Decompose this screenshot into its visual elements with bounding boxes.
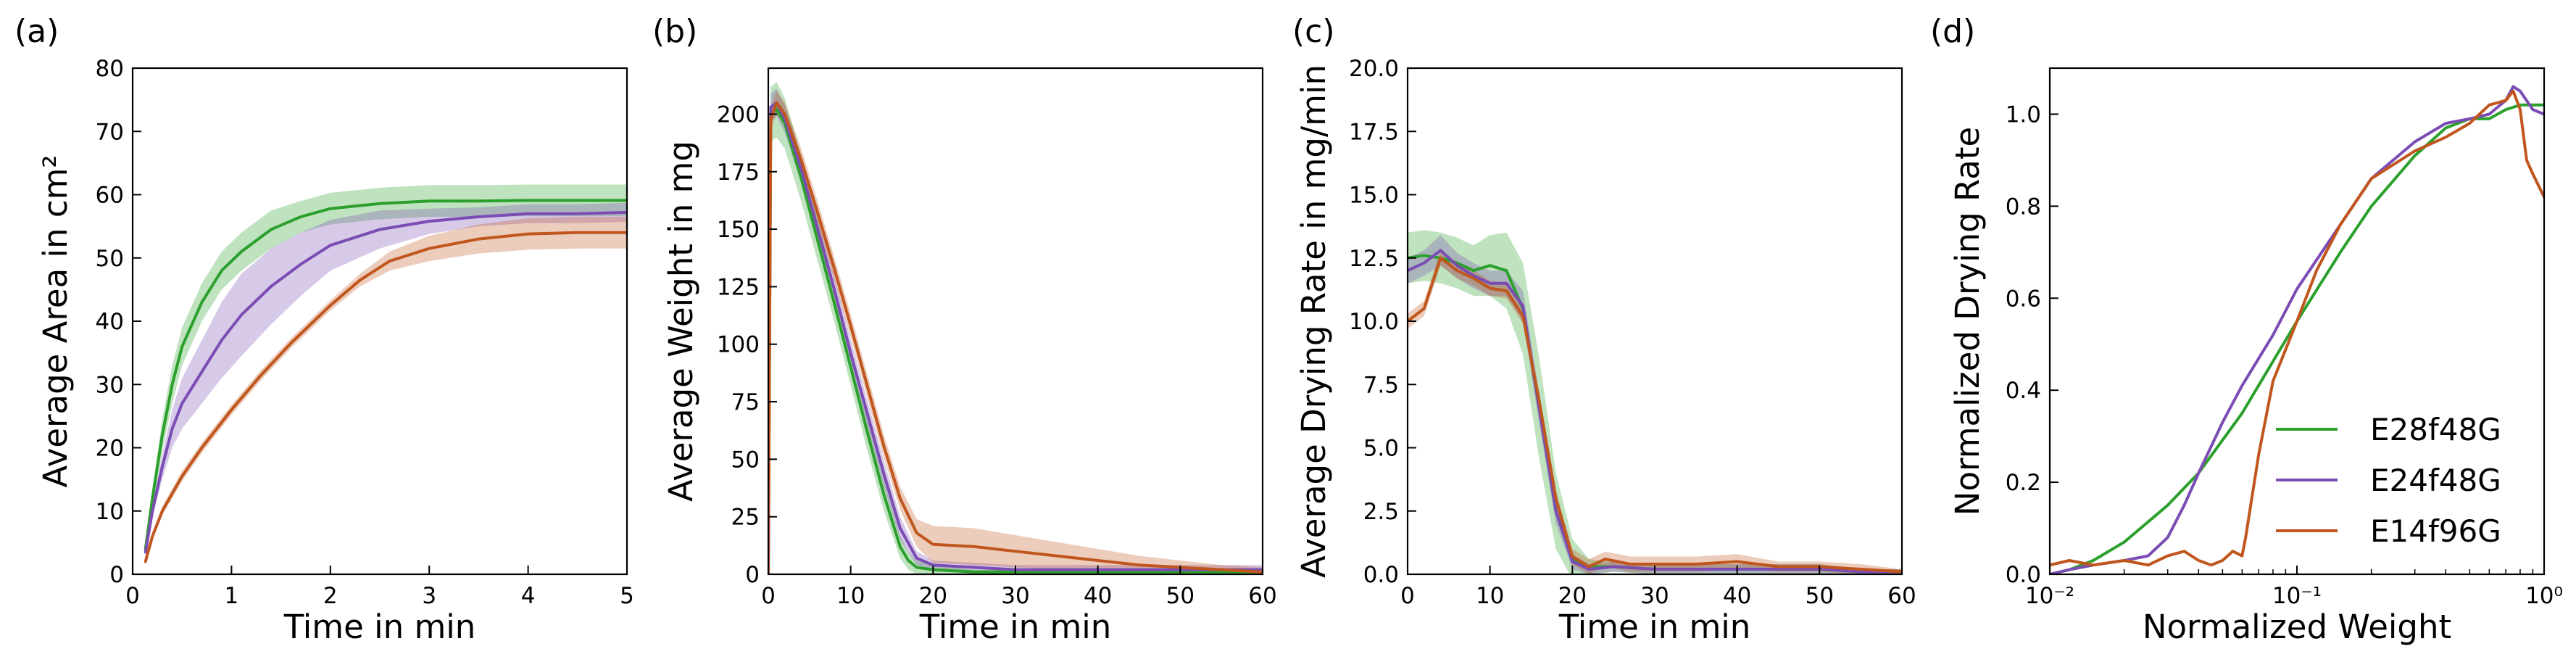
y-tick-label: 125 [717, 274, 760, 300]
x-tick-label: 60 [1887, 583, 1916, 609]
legend-label-E24f48G: E24f48G [2370, 463, 2501, 498]
y-axis-label: Average Area in cm² [36, 155, 75, 488]
series-line-E14f96G [144, 231, 627, 563]
series-line-E24f48G [144, 210, 627, 554]
x-tick-label: 3 [422, 583, 436, 609]
y-axis-label: Average Weight in mg [662, 141, 700, 502]
x-tick-label: 50 [1166, 583, 1194, 609]
y-tick-label: 0.0 [1363, 562, 1399, 588]
y-tick-label: 7.5 [1363, 372, 1399, 398]
x-tick-label: 10⁰ [2525, 583, 2563, 609]
series-line-E14f96G [768, 101, 1263, 574]
y-tick-label: 5.0 [1363, 436, 1399, 462]
y-tick-label: 0.6 [2006, 286, 2041, 312]
y-tick-label: 30 [96, 372, 124, 398]
x-tick-label: 5 [620, 583, 634, 609]
y-tick-label: 17.5 [1349, 119, 1399, 145]
series-line-E14f96G [2050, 89, 2544, 567]
y-tick-label: 60 [96, 183, 124, 209]
x-tick-label: 40 [1084, 583, 1112, 609]
x-tick-label: 30 [1001, 583, 1029, 609]
y-tick-label: 0.4 [2006, 378, 2041, 404]
y-tick-label: 20.0 [1349, 56, 1399, 82]
x-tick-label: 1 [225, 583, 239, 609]
y-tick-label: 10 [96, 499, 124, 525]
y-tick-label: 0.2 [2006, 470, 2041, 496]
y-tick-label: 75 [731, 389, 760, 415]
y-tick-label: 0.0 [2006, 562, 2041, 588]
x-tick-label: 10 [836, 583, 865, 609]
y-tick-label: 200 [717, 102, 760, 128]
x-tick-label: 0 [1400, 583, 1415, 609]
x-tick-label: 10⁻¹ [2272, 583, 2322, 609]
x-tick-label: 20 [919, 583, 947, 609]
y-tick-label: 0.8 [2006, 194, 2041, 220]
chart-panel-d: 10⁻² 10⁻¹ 10⁰ 0.0 0.2 0.4 0.6 0.8 1.0 Normalized … [1930, 13, 2563, 646]
legend-label-E28f48G: E28f48G [2370, 412, 2501, 447]
x-tick-label: 60 [1248, 583, 1276, 609]
chart-panel-c: 0 10 20 30 40 50 60 0.0 2.5 5.0 7.5 10.0 12.5 15.0 17.… [1292, 13, 1916, 646]
series-line-E14f96G [1408, 256, 1902, 574]
x-axis-label: Normalized Weight [2143, 608, 2451, 646]
x-axis-label: Time in min [1558, 608, 1751, 646]
series-line-E24f48G [1408, 249, 1902, 574]
y-tick-label: 175 [717, 160, 760, 186]
series-line-E28f48G [144, 199, 627, 551]
y-tick-label: 70 [96, 119, 124, 145]
x-tick-label: 30 [1640, 583, 1669, 609]
x-tick-label: 50 [1806, 583, 1834, 609]
x-axis-label: Time in min [283, 608, 476, 646]
y-tick-label: 50 [731, 447, 760, 473]
y-tick-label: 15.0 [1349, 183, 1399, 209]
x-tick-label: 2 [323, 583, 338, 609]
x-tick-label: 10 [1476, 583, 1504, 609]
y-tick-label: 80 [96, 56, 124, 82]
panel-label: (d) [1930, 13, 1975, 50]
y-tick-label: 0 [745, 562, 760, 588]
legend-label-E14f96G: E14f96G [2370, 513, 2501, 549]
y-tick-label: 25 [731, 505, 760, 531]
y-tick-label: 50 [96, 246, 124, 272]
legend: E28f48G E24f48G E14f96G [2276, 412, 2501, 549]
y-tick-label: 150 [717, 217, 760, 243]
y-tick-label: 2.5 [1363, 499, 1399, 525]
y-tick-label: 100 [717, 332, 760, 358]
x-tick-label: 10⁻² [2025, 583, 2074, 609]
series-line-E24f48G [768, 101, 1263, 574]
y-axis-label: Average Drying Rate in mg/min [1295, 65, 1333, 578]
x-tick-label: 20 [1558, 583, 1587, 609]
chart-panel-b: 0 10 20 30 40 50 60 0 25 50 75 100 125 150 175 200 Time … [652, 13, 1277, 646]
x-tick-label: 0 [125, 583, 140, 609]
series-line-E28f48G [2050, 103, 2544, 574]
x-tick-label: 4 [521, 583, 536, 609]
x-axis-label: Time in min [919, 608, 1112, 646]
y-axis-label: Normalized Drying Rate [1948, 127, 1987, 516]
y-tick-label: 10.0 [1349, 309, 1399, 335]
band-E28f48G [1408, 230, 1902, 574]
x-tick-label: 0 [761, 583, 776, 609]
panel-label: (a) [14, 13, 59, 50]
y-tick-label: 20 [96, 436, 124, 462]
panel-label: (c) [1292, 13, 1335, 50]
panel-label: (b) [652, 13, 697, 50]
y-tick-label: 40 [96, 309, 124, 335]
y-tick-label: 0 [109, 562, 124, 588]
y-tick-label: 1.0 [2006, 102, 2041, 128]
y-tick-label: 12.5 [1349, 246, 1399, 272]
x-tick-label: 40 [1723, 583, 1751, 609]
